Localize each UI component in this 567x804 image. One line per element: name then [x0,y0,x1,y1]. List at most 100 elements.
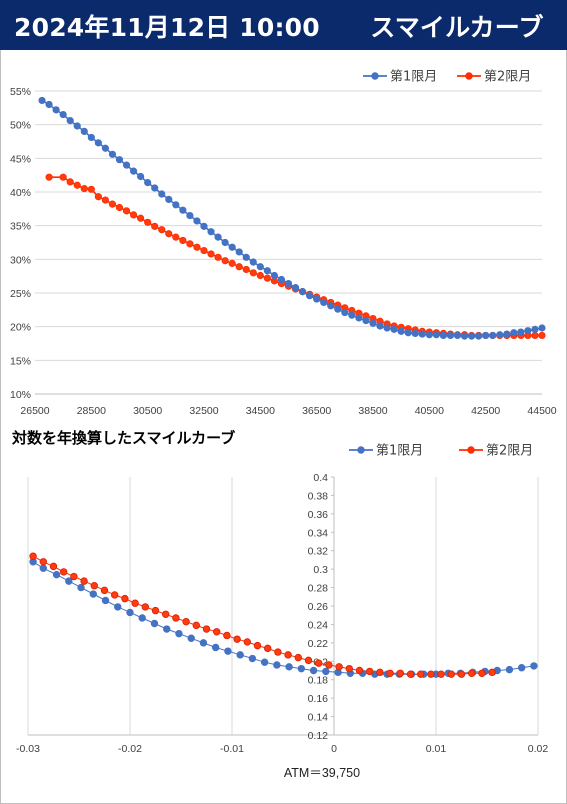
y-tick-label: 20% [10,322,31,334]
data-point [482,331,490,340]
data-point [94,193,102,201]
legend-marker-2 [465,72,473,80]
data-point [122,207,131,215]
data-point [87,133,95,142]
data-point [144,178,152,187]
data-point [108,150,117,158]
data-point [126,608,134,617]
data-point [38,96,46,105]
data-point [478,669,486,677]
data-point [221,257,229,265]
data-point [341,308,349,317]
data-point [89,590,97,598]
data-point [291,284,300,292]
data-point [193,217,201,225]
data-point [369,319,377,327]
data-point [322,667,330,676]
data-point [193,243,201,251]
data-point [277,275,286,284]
x-tick-label: 30500 [133,405,162,417]
data-point [175,629,183,638]
data-point [228,243,236,251]
data-point [510,329,518,337]
data-point [114,603,122,611]
x-tick-label: 34500 [246,405,275,417]
legend-marker-1 [357,446,365,454]
data-point [366,667,374,676]
data-point [131,599,139,607]
data-point [355,666,364,675]
data-point [320,298,328,307]
data-point [29,552,37,560]
data-point [141,603,149,611]
data-point [224,647,232,655]
data-point [137,172,145,181]
data-point [70,572,78,581]
data-point [304,656,313,665]
data-point [52,106,60,114]
data-point [200,246,208,255]
data-point [144,218,152,226]
data-point [73,181,81,189]
y-tick-label: 45% [10,153,31,165]
data-point [256,263,264,271]
legend-marker-2 [467,446,475,454]
data-point [163,625,171,633]
data-point [345,664,353,673]
data-point [108,200,117,208]
data-point [242,253,250,261]
data-point [179,206,187,214]
data-point [390,325,398,333]
data-point [297,664,306,673]
data-point [396,669,404,677]
data-point [221,238,229,247]
annualized-log-smile-chart: 対数を年換算したスマイルカーブ -0.03 -0.02 -0.01 0 0.01 0.02 0… [11,429,548,780]
data-point [52,570,61,579]
trend-line-1 [32,561,534,675]
y-tick-label: 0.32 [308,546,329,558]
data-point [383,324,391,332]
data-point [137,214,145,222]
data-point [538,331,546,340]
page-title: 2024年11月12日 10:00 スマイルカーブ [14,13,544,42]
data-point [158,190,166,198]
series-line-1 [41,99,543,337]
data-point [80,127,88,136]
y-tick-label: 35% [10,221,31,233]
data-point [233,635,241,643]
data-point [447,670,455,678]
data-point [101,196,110,204]
data-point [285,663,293,671]
data-point [313,295,321,303]
data-point [460,332,469,340]
data-point [253,641,262,650]
data-point [115,203,124,212]
data-point [306,292,314,300]
data-point [151,222,159,230]
x-tick-label: 38500 [358,405,387,417]
x-tick-label: 26500 [20,405,49,417]
data-point [207,228,215,236]
data-point [517,328,525,336]
data-point [242,265,250,274]
data-point [298,288,307,296]
data-point [73,122,81,130]
data-point [172,614,180,622]
data-point [151,606,160,615]
data-point [376,322,384,330]
data-point [517,664,526,672]
data-point [467,332,476,340]
data-point [214,233,222,241]
data-point [165,195,173,204]
x-tick-label: 44500 [527,405,556,417]
data-point [122,161,131,169]
data-point [376,668,384,677]
y-tick-label: 0.34 [308,527,329,539]
x-tick-label: -0.01 [220,743,244,755]
data-point [94,139,102,147]
y-tick-label: 30% [10,254,31,266]
data-point [335,663,343,671]
data-point [59,173,67,181]
data-point [186,211,194,220]
data-point [489,331,497,340]
